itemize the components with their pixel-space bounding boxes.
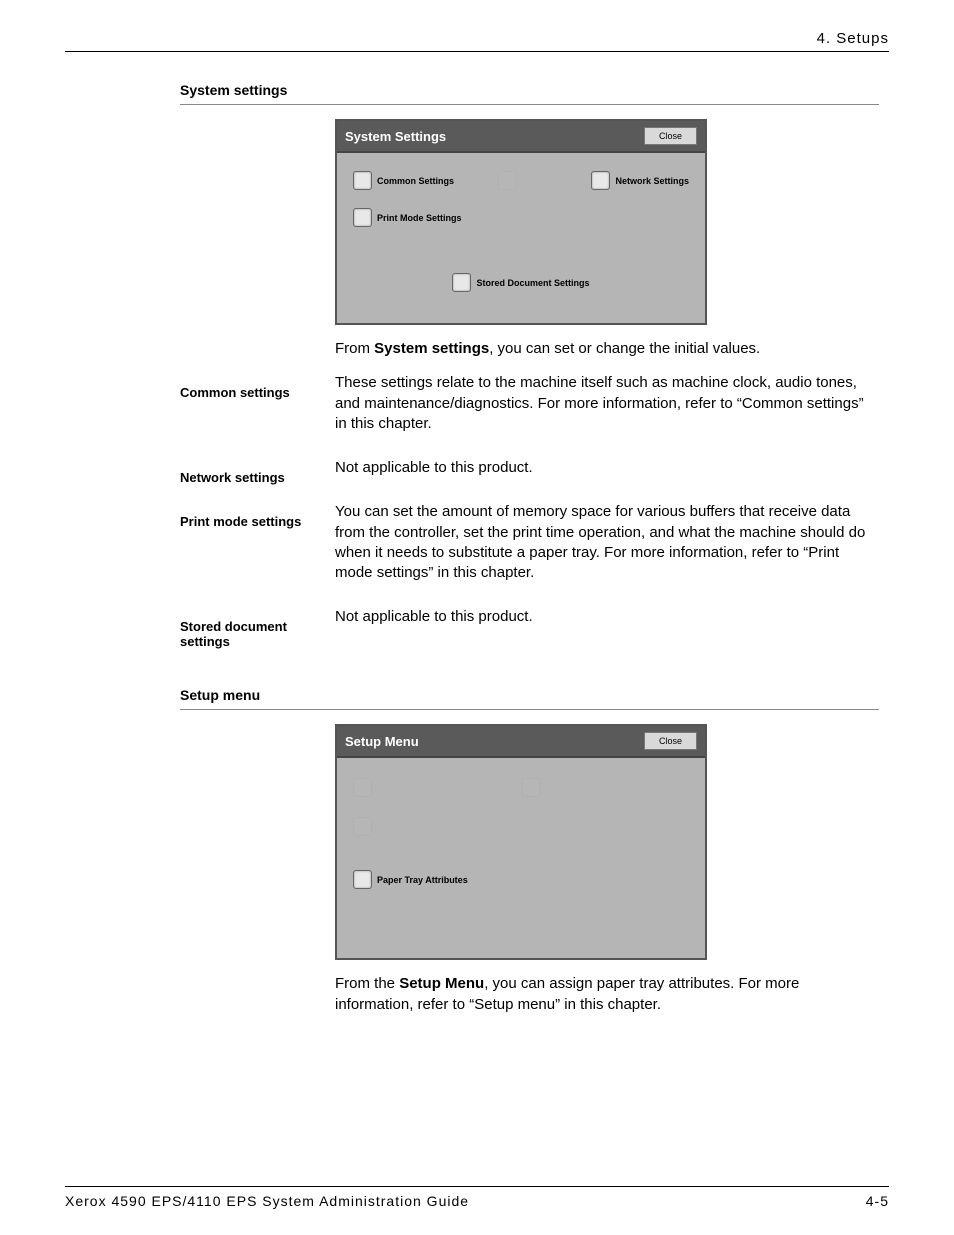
- stored-document-settings-button[interactable]: Stored Document Settings: [452, 273, 589, 292]
- button-icon: [522, 778, 541, 797]
- section-rule: [180, 709, 879, 710]
- ghost-button: [353, 817, 372, 836]
- print-text: You can set the amount of memory space f…: [335, 502, 879, 583]
- ghost-button: [522, 778, 541, 797]
- dialog-body: Common Settings Network Settings: [337, 153, 705, 323]
- text: , you can set or change the initial valu…: [489, 340, 760, 357]
- button-icon: [353, 817, 372, 836]
- button-label: Common Settings: [377, 176, 454, 186]
- side-label-common: Common settings: [180, 385, 335, 400]
- side-label-network: Network settings: [180, 470, 335, 485]
- text: From the: [335, 975, 399, 992]
- text-bold: System settings: [374, 340, 489, 357]
- network-settings-button[interactable]: Network Settings: [591, 171, 689, 190]
- header-rule: [65, 51, 889, 52]
- dialog-titlebar: System Settings Close: [337, 121, 705, 153]
- chapter-heading: 4. Setups: [65, 30, 889, 47]
- button-label: [522, 176, 547, 186]
- dialog-title: System Settings: [345, 129, 446, 144]
- close-button[interactable]: Close: [644, 127, 697, 145]
- footer-rule: [65, 1186, 889, 1187]
- intro-paragraph: From System settings, you can set or cha…: [335, 339, 879, 359]
- button-label: Paper Tray Attributes: [377, 875, 468, 885]
- section-heading-system: System settings: [180, 82, 879, 98]
- button-label: Network Settings: [615, 176, 689, 186]
- common-settings-button[interactable]: Common Settings: [353, 171, 454, 190]
- footer-page-number: 4-5: [866, 1193, 889, 1209]
- ghost-button: [353, 778, 372, 797]
- button-icon: [353, 171, 372, 190]
- button-icon: [591, 171, 610, 190]
- network-text: Not applicable to this product.: [335, 458, 879, 478]
- print-mode-settings-button[interactable]: Print Mode Settings: [353, 208, 462, 227]
- label-text: Network settings: [180, 470, 285, 485]
- dialog-title: Setup Menu: [345, 734, 419, 749]
- button-label: Stored Document Settings: [476, 278, 589, 288]
- side-label-stored: Stored document settings: [180, 619, 335, 649]
- section-heading-setup: Setup menu: [180, 687, 879, 703]
- stored-text: Not applicable to this product.: [335, 607, 879, 627]
- close-button[interactable]: Close: [644, 732, 697, 750]
- label-text: Common settings: [180, 385, 290, 400]
- paper-tray-attributes-button[interactable]: Paper Tray Attributes: [353, 870, 468, 889]
- common-text: These settings relate to the machine its…: [335, 373, 879, 434]
- screenshot-setup-menu: Setup Menu Close: [335, 724, 707, 960]
- label-text: Print mode settings: [180, 514, 301, 529]
- button-icon: [452, 273, 471, 292]
- text-bold: Setup Menu: [399, 975, 484, 992]
- side-label-print: Print mode settings: [180, 514, 335, 529]
- screenshot-system-settings: System Settings Close Common Settings: [335, 119, 707, 325]
- button-icon: [353, 778, 372, 797]
- button-icon: [498, 171, 517, 190]
- section-rule: [180, 104, 879, 105]
- label-text: Stored document settings: [180, 619, 287, 649]
- footer-left: Xerox 4590 EPS/4110 EPS System Administr…: [65, 1193, 469, 1209]
- dialog-body: Paper Tray Attributes: [337, 758, 705, 958]
- button-icon: [353, 208, 372, 227]
- text: From: [335, 340, 374, 357]
- button-icon: [353, 870, 372, 889]
- ghost-button: [498, 171, 547, 190]
- dialog-titlebar: Setup Menu Close: [337, 726, 705, 758]
- page-footer: Xerox 4590 EPS/4110 EPS System Administr…: [65, 1186, 889, 1209]
- setup-intro-paragraph: From the Setup Menu, you can assign pape…: [335, 974, 879, 1015]
- button-label: Print Mode Settings: [377, 213, 462, 223]
